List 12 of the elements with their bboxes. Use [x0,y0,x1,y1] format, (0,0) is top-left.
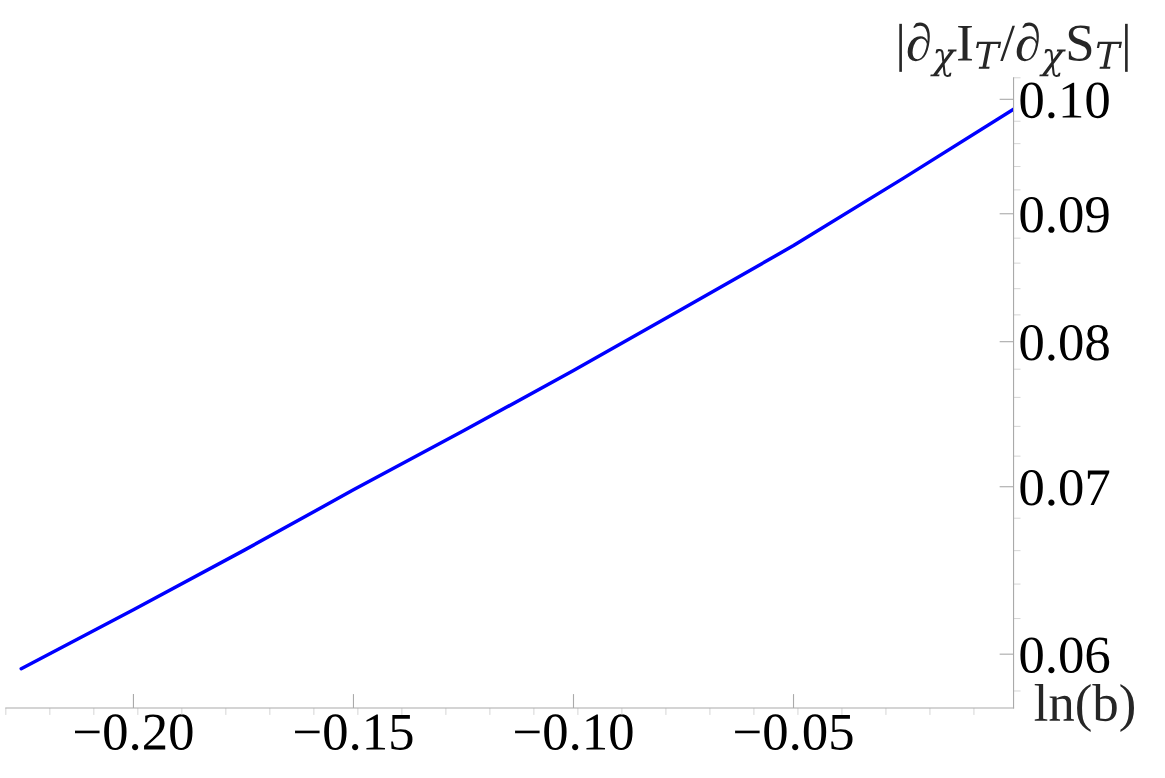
y-tick-label: 0.10 [1020,82,1109,119]
x-tick-label: −0.10 [515,714,633,751]
y-tick-label: 0.08 [1020,324,1109,361]
y-tick-label: 0.09 [1020,196,1109,233]
x-tick-label: −0.15 [295,714,413,751]
x-tick-label: −0.20 [75,714,193,751]
x-tick-label: −0.05 [735,714,853,751]
text: |∂$_{χ}$I$_{T}$/∂$_{χ}$S$_{T}$| [899,22,1128,77]
y-tick-label: 0.07 [1020,469,1110,506]
y-tick-label: 0.06 [1020,637,1110,674]
x-axis-title: ln(b) [1034,684,1134,732]
line-series [19,107,1014,671]
